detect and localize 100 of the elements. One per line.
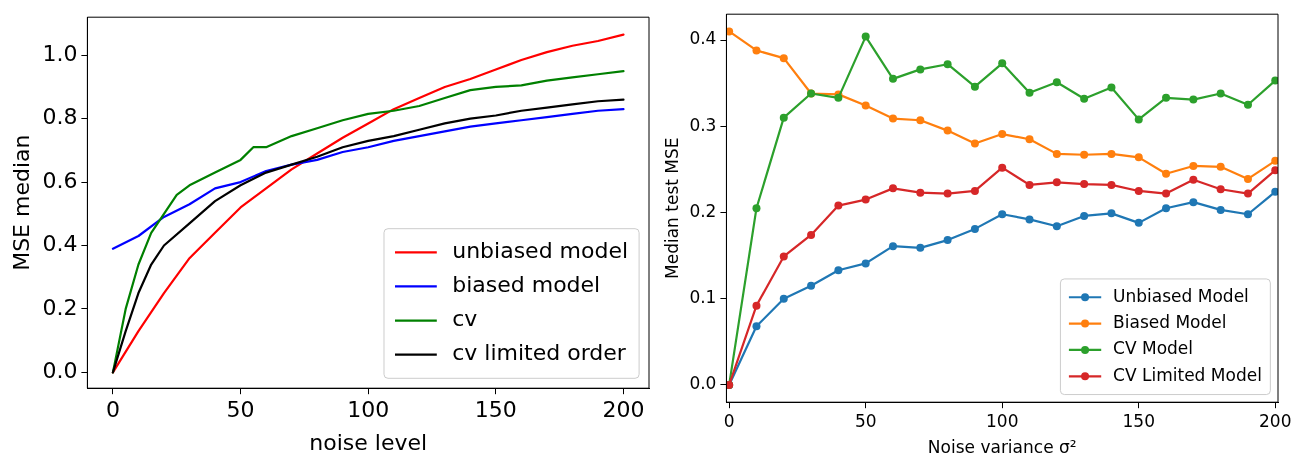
y-axis-title: Median test MSE	[661, 137, 682, 279]
legend-label: Unbiased Model	[1113, 285, 1249, 306]
legend-label: unbiased model	[452, 238, 629, 264]
point	[779, 294, 788, 303]
point	[752, 301, 761, 310]
point	[943, 189, 952, 198]
point	[1243, 210, 1252, 219]
point	[1134, 153, 1143, 162]
y-tick-label: 0.0	[689, 373, 717, 394]
y-axis-title: MSE median	[8, 134, 34, 271]
point	[916, 65, 925, 74]
point	[1243, 174, 1252, 183]
point	[970, 139, 979, 148]
y-tick-label: 1.0	[42, 40, 78, 66]
point	[1162, 189, 1171, 198]
legend-label: biased model	[452, 272, 601, 298]
point	[726, 27, 734, 36]
point	[1216, 205, 1225, 214]
point	[1107, 209, 1116, 218]
x-tick-label: 100	[985, 410, 1019, 431]
point	[1080, 94, 1089, 103]
point	[1134, 186, 1143, 195]
y-tick-label: 0.8	[42, 104, 78, 130]
point	[1271, 187, 1278, 196]
point	[916, 116, 925, 125]
point	[861, 259, 870, 268]
x-tick-label: 200	[1259, 410, 1292, 431]
point	[1216, 89, 1225, 98]
point	[1162, 169, 1171, 178]
y-tick-label: 0.4	[42, 231, 78, 257]
y-tick-label: 0.6	[42, 167, 78, 193]
legend-label: cv	[452, 306, 478, 332]
point	[889, 74, 897, 83]
legend-label: Biased Model	[1113, 312, 1227, 332]
point	[861, 195, 870, 204]
point	[1216, 162, 1225, 171]
y-tick-label: 0.4	[689, 28, 717, 49]
point	[1052, 222, 1061, 231]
point	[779, 54, 788, 63]
point	[752, 46, 761, 55]
point	[1107, 149, 1116, 158]
y-tick-label: 0.2	[689, 200, 717, 221]
x-tick-label: 150	[1122, 410, 1155, 431]
point	[1080, 180, 1089, 189]
point	[752, 204, 761, 213]
point	[861, 101, 870, 110]
point	[1134, 218, 1143, 227]
point	[1025, 135, 1034, 144]
point	[998, 59, 1007, 68]
point	[1216, 185, 1225, 194]
point	[998, 130, 1007, 139]
y-tick-label: 0.2	[42, 294, 78, 320]
point	[970, 186, 979, 195]
legend-label: cv limited order	[452, 340, 627, 366]
point	[1189, 175, 1198, 184]
point	[1080, 211, 1089, 220]
point	[1052, 78, 1061, 87]
point	[943, 236, 952, 245]
point	[1107, 83, 1116, 92]
point	[943, 126, 952, 135]
x-axis-title: Noise variance σ²	[927, 437, 1077, 458]
point	[1052, 149, 1061, 158]
point	[889, 242, 897, 251]
point	[1189, 95, 1198, 104]
point	[779, 252, 788, 261]
point	[998, 163, 1007, 172]
point	[1243, 189, 1252, 198]
point	[1162, 93, 1171, 102]
x-tick-label: 0	[723, 410, 735, 431]
point	[834, 201, 843, 210]
point	[1189, 198, 1198, 207]
point	[889, 114, 897, 123]
point	[1271, 166, 1278, 175]
point	[889, 184, 897, 193]
point	[1052, 178, 1061, 187]
point	[1080, 150, 1089, 159]
point	[970, 82, 979, 91]
point	[834, 266, 843, 275]
point	[916, 188, 925, 197]
x-tick-label: 50	[854, 410, 877, 431]
point	[752, 322, 761, 331]
y-tick-label: 0.1	[689, 287, 717, 308]
point	[916, 243, 925, 252]
y-tick-label: 0.3	[689, 114, 717, 135]
x-tick-label: 50	[226, 397, 255, 423]
point	[970, 224, 979, 233]
point	[1271, 76, 1278, 85]
x-tick-label: 100	[347, 397, 390, 423]
point	[1025, 215, 1034, 224]
point	[807, 230, 816, 239]
point	[861, 32, 870, 41]
point	[1243, 100, 1252, 109]
point	[807, 281, 816, 290]
point	[1271, 156, 1278, 165]
point	[1025, 88, 1034, 97]
point	[1134, 115, 1143, 124]
point	[1107, 180, 1116, 189]
point	[1189, 161, 1198, 170]
point	[779, 113, 788, 122]
x-tick-label: 150	[474, 397, 517, 423]
